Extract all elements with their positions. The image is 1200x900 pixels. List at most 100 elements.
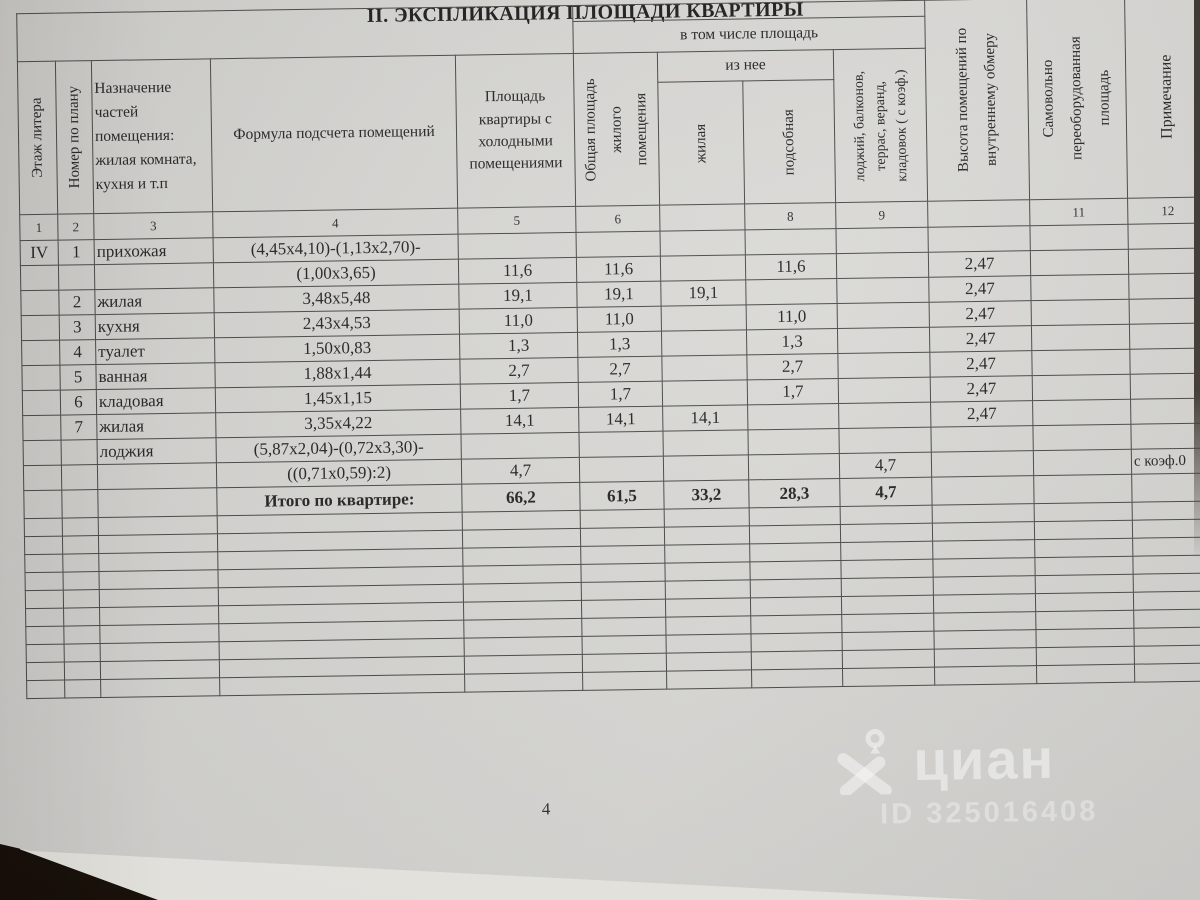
- table-cell: [1128, 273, 1200, 300]
- table-cell: [24, 536, 63, 555]
- table-cell: [750, 596, 842, 616]
- table-cell: 3,35х4,22: [215, 409, 461, 438]
- table-cell: [932, 557, 1036, 578]
- table-cell: [1134, 645, 1200, 665]
- table-cell: 2,47: [929, 325, 1032, 353]
- table-cell: ванная: [95, 362, 216, 390]
- table-cell: [927, 225, 1031, 253]
- table-cell: [1129, 298, 1200, 325]
- table-cell: [62, 517, 99, 537]
- table-cell: [23, 490, 63, 519]
- table-cell: [842, 667, 935, 687]
- table-cell: [838, 427, 932, 454]
- table-cell: [841, 631, 935, 651]
- table-cell: [581, 599, 666, 619]
- table-cell: [663, 454, 749, 482]
- table-cell: [97, 487, 218, 518]
- table-cell: 11,0: [577, 306, 662, 333]
- table-cell: [100, 659, 220, 680]
- table-cell: [22, 415, 62, 441]
- table-cell: [930, 425, 1034, 453]
- photo-right-edge: [1194, 0, 1200, 560]
- table-cell: [1033, 449, 1132, 476]
- table-cell: [24, 518, 63, 537]
- table-cell: [933, 575, 1036, 596]
- table-cell: [840, 523, 933, 543]
- table-cell: [1132, 555, 1200, 575]
- table-cell: [26, 644, 65, 663]
- table-cell: 11,6: [458, 257, 577, 285]
- table-cell: [464, 654, 583, 675]
- table-cell: [24, 572, 64, 591]
- table-cell: 14,1: [578, 406, 663, 433]
- table-cell: 66,2: [461, 482, 581, 513]
- table-cell: [25, 626, 65, 645]
- table-cell: [747, 403, 839, 430]
- table-cell: [463, 600, 582, 621]
- table-cell: [842, 649, 935, 669]
- table-cell: 28,3: [748, 478, 841, 508]
- table-cell: [99, 587, 219, 608]
- table-cell: [1127, 223, 1200, 250]
- table-cell: [462, 546, 581, 567]
- table-cell: [836, 277, 930, 304]
- table-cell: [751, 668, 843, 688]
- table-cell: 14,1: [662, 404, 748, 432]
- table-cell: [1131, 473, 1200, 503]
- table-cell: [464, 672, 583, 693]
- table-cell: [64, 661, 101, 681]
- table-cell: [837, 352, 931, 379]
- table-cell: 2,7: [459, 357, 579, 385]
- table-cell: [664, 561, 751, 582]
- table-cell: [25, 590, 64, 609]
- table-cell: 1,7: [747, 378, 839, 405]
- table-cell: 33,2: [663, 479, 750, 510]
- table-cell: 19,1: [576, 281, 662, 308]
- table-cell: [1032, 374, 1131, 401]
- table-cell: [837, 327, 930, 354]
- table-cell: [1132, 519, 1200, 539]
- header-formula: Формула подсчета помещений: [210, 55, 458, 212]
- table-cell: 1,3: [459, 332, 578, 360]
- table-cell: [1134, 663, 1200, 683]
- table-cell: [61, 489, 99, 519]
- table-cell: [463, 582, 582, 603]
- table-cell: [750, 578, 842, 598]
- table-cell: [1030, 249, 1129, 276]
- table-cell: 5: [59, 364, 97, 391]
- table-cell: (4,45х4,10)-(1,13х2,70)-: [213, 234, 459, 263]
- table-cell: [63, 607, 100, 627]
- table-cell: [665, 615, 751, 636]
- table-cell: [23, 440, 62, 466]
- page-number: 4: [541, 799, 551, 819]
- table-cell: [462, 564, 582, 585]
- table-cell: 1: [58, 239, 95, 266]
- table-cell: [1031, 324, 1130, 351]
- table-cell: [464, 636, 583, 657]
- table-cell: 2: [58, 289, 96, 316]
- table-cell: [664, 525, 750, 546]
- table-cell: [99, 623, 220, 644]
- table-cell: [463, 618, 583, 639]
- table-cell: [21, 340, 60, 366]
- table-cell: 1,7: [578, 381, 663, 408]
- table-cell: [750, 632, 843, 652]
- table-cell: жилая: [94, 287, 215, 315]
- table-cell: [932, 503, 1035, 524]
- table-cell: [931, 450, 1034, 478]
- table-cell: [21, 315, 60, 341]
- table-cell: [580, 509, 665, 529]
- table-cell: 11,0: [459, 307, 578, 335]
- table-cell: [841, 595, 934, 615]
- table-cell: [98, 551, 218, 572]
- table-cell: [749, 506, 841, 526]
- table-cell: [62, 571, 100, 591]
- table-cell: [1036, 664, 1135, 684]
- table-cell: [63, 625, 101, 645]
- col-num: 3: [93, 211, 214, 240]
- table-cell: 2,47: [929, 300, 1032, 328]
- header-living: жилая: [657, 80, 745, 206]
- table-cell: [1132, 501, 1200, 521]
- table-cell: жилая: [96, 412, 217, 440]
